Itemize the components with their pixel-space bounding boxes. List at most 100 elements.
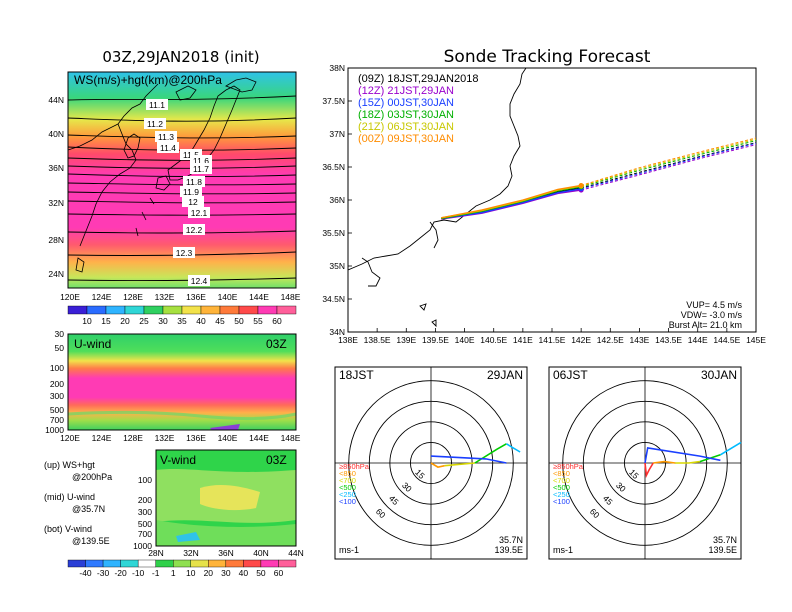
lat-tick: 38N	[329, 63, 345, 73]
lon-tick: 140.5E	[480, 335, 507, 345]
burst-point	[578, 182, 584, 188]
contour-label-bg	[188, 207, 210, 218]
legend-up-1: (up) WS+hgt	[44, 460, 95, 470]
burst-text: Burst Alt= 21.0 km	[669, 320, 742, 330]
v-panel-time: 03Z	[266, 453, 287, 467]
vdw-text: VDW= -3.0 m/s	[681, 310, 743, 320]
track-descent-line	[580, 144, 756, 191]
lon-tick: 138.5E	[364, 335, 391, 345]
colorbar-tick: 45	[215, 316, 225, 326]
contour-label-bg	[190, 155, 212, 166]
run-legend-entry: (21Z) 06JST,30JAN	[358, 121, 454, 133]
u-lon-tick: 124E	[92, 433, 112, 443]
contour-label: 12.2	[186, 225, 203, 235]
colorbar-tick: 1	[171, 568, 176, 578]
lat-tick: 37N	[329, 129, 345, 139]
contour-label-bg	[190, 163, 212, 174]
level-legend: <850	[553, 469, 570, 478]
legend-mid-1: (mid) U-wind	[44, 492, 95, 502]
colorbar-swatch	[243, 559, 262, 568]
sonde-tracks	[441, 137, 756, 220]
v-pressure-tick: 200	[138, 495, 152, 505]
panel-legend: (up) WS+hgt @200hPa (mid) U-wind @35.7N …	[44, 460, 112, 546]
contour-label-bg	[182, 196, 204, 207]
hodograph-unit: ms-1	[553, 545, 573, 555]
u-lon-tick: 128E	[123, 433, 143, 443]
level-legend: ≥850hPa	[553, 462, 584, 471]
v-panel-label: V-wind	[160, 453, 196, 467]
track-map-panel: 38N 37.5N 37N 36.5N 36N 35.5N 35N 34.5N 34N 138E…	[322, 63, 766, 345]
contour-label-bg	[146, 99, 168, 110]
colorbar-tick: 30	[221, 568, 231, 578]
lat-tick: 36N	[329, 195, 345, 205]
map-lat-tick: 44N	[48, 95, 64, 105]
level-legend: <500	[339, 483, 356, 492]
colorbar-swatch	[181, 305, 202, 315]
colorbar-tick: -30	[97, 568, 110, 578]
colorbar-tick: 20	[120, 316, 130, 326]
track-descent-line	[580, 142, 756, 190]
u-lon-tick: 140E	[218, 433, 238, 443]
contour-label-bg	[183, 176, 205, 187]
track-ascent-line	[441, 184, 582, 219]
map-title: 03Z,29JAN2018 (init)	[102, 48, 259, 66]
contour-label: 12.3	[176, 248, 193, 258]
colorbar-swatch	[173, 559, 191, 568]
track-descent-line	[580, 140, 756, 188]
ws-map-panel: WS(m/s)+hgt(km)@200hPa 11.1 11.2 11.311.4 1…	[48, 71, 301, 302]
hodograph-trace	[430, 462, 445, 468]
v-lat-tick: 36N	[218, 548, 234, 558]
lon-tick: 139.5E	[422, 335, 449, 345]
contour-label-bg	[180, 149, 202, 160]
map-lat-tick: 28N	[48, 235, 64, 245]
contour-label: 12.1	[191, 208, 208, 218]
contour-label: 11.8	[186, 177, 202, 187]
colorbar-swatch	[67, 305, 88, 315]
wind-colorbar: -40 -30 -20 -10 -1 1 10 20 30 40 50 60	[67, 559, 297, 578]
contour-label: 11.7	[193, 164, 209, 174]
level-legend: <250	[553, 490, 570, 499]
u-lon-tick: 144E	[249, 433, 269, 443]
map-variable-label: WS(m/s)+hgt(km)@200hPa	[74, 73, 222, 87]
u-lon-tick: 132E	[155, 433, 175, 443]
v-lat-tick: 40N	[253, 548, 269, 558]
lat-tick: 37.5N	[322, 96, 345, 106]
colorbar-swatch	[257, 305, 278, 315]
colorbar-tick: -20	[114, 568, 127, 578]
colorbar-swatch	[155, 559, 174, 568]
hodograph-trace	[644, 446, 721, 464]
hodograph-trace	[719, 441, 742, 456]
run-legend-entry: (15Z) 00JST,30JAN	[358, 97, 454, 109]
colorbar-swatch	[143, 305, 164, 315]
hodograph-time: 18JST	[339, 368, 374, 382]
colorbar-tick: 10	[186, 568, 196, 578]
colorbar-swatch	[85, 559, 104, 568]
v-pressure-tick: 700	[138, 529, 152, 539]
hodograph-trace	[653, 460, 676, 464]
map-lat-ticks: 44N 40N 36N 32N 28N 24N	[48, 95, 64, 279]
track-lat-ticks: 38N 37.5N 37N 36.5N 36N 35.5N 35N 34.5N 34N	[322, 63, 352, 337]
colorbar-tick: 10	[82, 316, 92, 326]
u-pressure-tick: 200	[50, 379, 64, 389]
track-lon-ticks: 138E 138.5E 139E 139.5E 140E 140.5E 141E 141.5E…	[338, 328, 766, 345]
contour-label: 11.3	[158, 132, 174, 142]
contour-label: 11.4	[160, 143, 176, 153]
contour-label-bg	[183, 224, 205, 235]
contour-label-bg	[173, 247, 195, 258]
colorbar-tick: 35	[177, 316, 187, 326]
run-legend-entry: (00Z) 09JST,30JAN	[358, 133, 454, 145]
hodograph-unit: ms-1	[339, 545, 359, 555]
contour-label-bg	[180, 186, 202, 197]
lon-tick: 145E	[746, 335, 766, 345]
lat-tick: 35N	[329, 261, 345, 271]
v-lat-ticks: 28N 32N 36N 40N 44N	[148, 548, 304, 558]
colorbar-swatch	[200, 305, 221, 315]
hodograph-time: 06JST	[553, 368, 588, 382]
run-legend: (09Z) 18JST,29JAN2018(12Z) 21JST,29JAN(1…	[358, 73, 478, 145]
colorbar-tick: -1	[152, 568, 160, 578]
colorbar-tick: 40	[196, 316, 206, 326]
colorbar-tick: 15	[101, 316, 111, 326]
lat-tick: 34.5N	[322, 294, 345, 304]
u-pressure-tick: 500	[50, 405, 64, 415]
